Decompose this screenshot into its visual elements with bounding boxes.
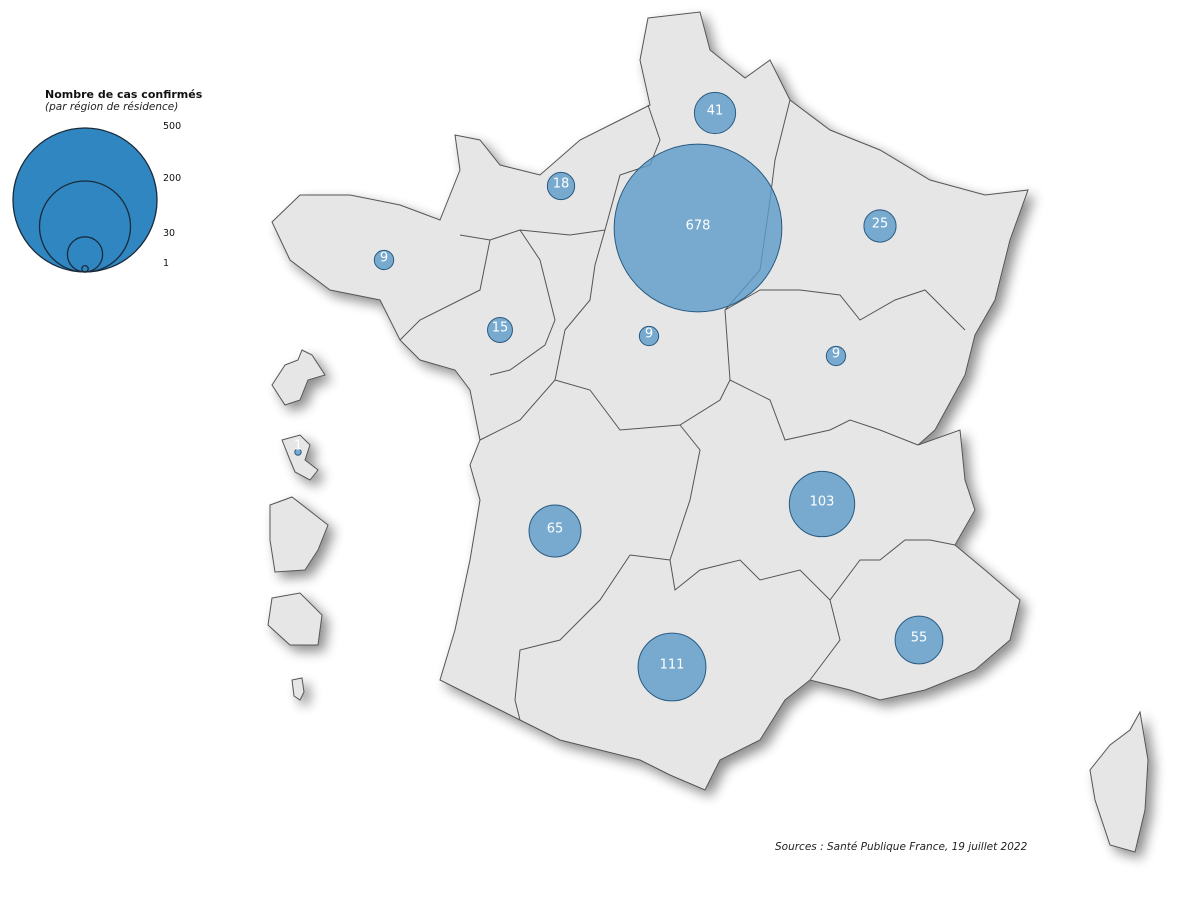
case-bubble: [788, 470, 856, 538]
bubble-value-label: 41: [707, 104, 724, 119]
bubble-value-label: 55: [911, 631, 928, 646]
legend-subtitle: (par région de résidence): [45, 101, 179, 113]
bubble-value-label: 65: [547, 522, 564, 537]
bubble-value-label: 15: [492, 321, 509, 336]
guadeloupe: [271, 349, 326, 406]
legend-circle-1: [81, 264, 89, 273]
case-bubble: [894, 615, 944, 665]
case-bubble: [613, 143, 783, 313]
case-bubble: [825, 345, 847, 367]
legend-label-30: 30: [163, 228, 176, 239]
mayotte: [291, 677, 305, 701]
legend-circles: [12, 127, 158, 273]
bubble-layer: 41 18 678 25 9 15 9 9 103 65 111 55 1: [294, 91, 944, 702]
legend-label-200: 200: [163, 173, 182, 184]
bubble-value-label: 9: [645, 327, 653, 342]
martinique: [281, 434, 319, 481]
bubble-value-label: 111: [660, 658, 685, 673]
bubble-value-label: 1: [294, 439, 302, 454]
source-note: Sources : Santé Publique France, 19 juil…: [775, 841, 1028, 853]
guyane: [269, 496, 329, 573]
france-mainland: [271, 11, 1029, 791]
bubble-value-label: 9: [832, 347, 840, 362]
case-bubble: [487, 317, 513, 343]
reunion: [267, 592, 323, 646]
bubble-value-label: 9: [380, 251, 388, 266]
legend-circle-500: [12, 127, 158, 273]
bubble-value-label: 18: [553, 177, 570, 192]
legend-label-500: 500: [163, 121, 182, 132]
case-bubble: [373, 249, 395, 271]
case-bubble: [637, 632, 707, 702]
case-bubble: [863, 209, 897, 243]
bubble-value-label: 25: [872, 217, 889, 232]
case-bubble: [294, 448, 302, 456]
legend-title: Nombre de cas confirmés: [45, 88, 203, 101]
case-bubble: [693, 91, 737, 135]
bubble-value-label: 103: [810, 495, 835, 510]
legend-label-1: 1: [163, 258, 170, 269]
bubble-value-label: 678: [686, 219, 711, 234]
case-bubble: [546, 171, 576, 201]
corsica: [1089, 710, 1149, 853]
case-bubble: [528, 504, 582, 558]
case-bubble: [638, 325, 660, 347]
